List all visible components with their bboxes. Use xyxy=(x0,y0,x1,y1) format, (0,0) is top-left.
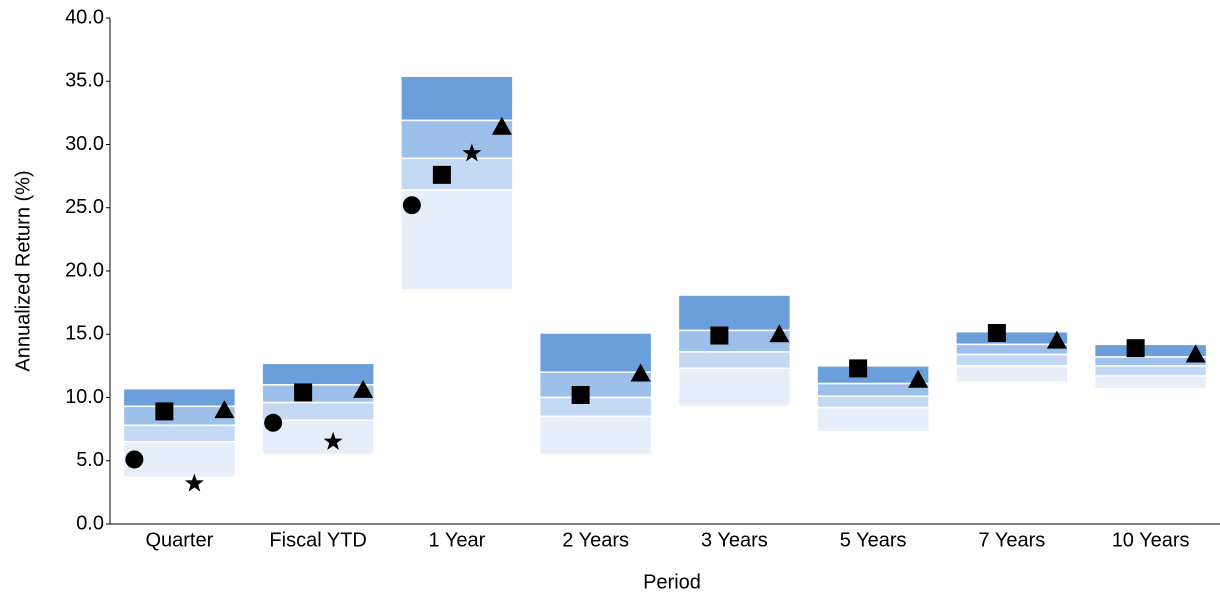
range-band xyxy=(677,367,792,408)
x-tick-label: 3 Years xyxy=(701,529,768,551)
x-tick-label: 5 Years xyxy=(840,529,907,551)
range-band xyxy=(955,365,1069,384)
range-band xyxy=(816,395,930,409)
range-band xyxy=(816,406,930,433)
y-tick-label: 25.0 xyxy=(65,196,104,218)
range-band xyxy=(1093,375,1208,390)
marker-star xyxy=(462,143,482,162)
x-tick-label: 10 Years xyxy=(1112,529,1190,551)
x-tick-label: Quarter xyxy=(145,529,213,551)
x-tick-label: 7 Years xyxy=(979,529,1046,551)
x-tick-label: 2 Years xyxy=(562,529,629,551)
marker-square xyxy=(571,385,590,404)
range-band xyxy=(400,119,514,160)
range-band xyxy=(400,75,514,122)
marker-triangle xyxy=(353,379,374,398)
range-band xyxy=(538,415,653,456)
range-band xyxy=(955,353,1069,367)
marker-square xyxy=(987,323,1006,342)
range-band xyxy=(677,294,792,332)
marker-square xyxy=(294,383,313,402)
marker-star xyxy=(323,431,343,450)
marker-triangle xyxy=(769,324,790,343)
marker-circle xyxy=(125,450,144,469)
y-tick-label: 40.0 xyxy=(65,6,104,28)
marker-star xyxy=(184,473,204,492)
range-band xyxy=(261,419,375,456)
y-tick-label: 30.0 xyxy=(65,133,104,155)
marker-square xyxy=(432,165,451,184)
y-tick-label: 10.0 xyxy=(65,386,104,408)
x-tick-label: 1 Year xyxy=(429,529,486,551)
x-axis-label: Period xyxy=(643,571,701,593)
range-band xyxy=(677,351,792,370)
range-band xyxy=(122,387,237,408)
marker-triangle xyxy=(491,116,512,135)
marker-triangle xyxy=(1185,344,1206,363)
marker-circle xyxy=(264,413,283,432)
y-tick-label: 15.0 xyxy=(65,323,104,345)
marker-square xyxy=(849,359,868,378)
range-band xyxy=(538,396,653,418)
y-tick-label: 35.0 xyxy=(65,70,104,92)
range-band xyxy=(400,157,514,191)
y-axis-label: Annualized Return (%) xyxy=(12,170,34,371)
x-tick-label: Fiscal YTD xyxy=(269,529,366,551)
range-band xyxy=(538,332,653,373)
marker-circle xyxy=(402,196,421,215)
range-band xyxy=(1093,365,1208,377)
marker-triangle xyxy=(630,363,651,382)
range-band xyxy=(261,362,375,386)
marker-triangle xyxy=(1046,330,1067,349)
marker-square xyxy=(710,326,729,345)
range-band xyxy=(538,371,653,399)
marker-triangle xyxy=(214,400,235,419)
y-tick-label: 5.0 xyxy=(76,449,104,471)
range-band xyxy=(122,424,237,443)
y-tick-label: 20.0 xyxy=(65,259,104,281)
marker-square xyxy=(155,402,174,421)
marker-square xyxy=(1126,339,1145,358)
y-tick-label: 0.0 xyxy=(76,512,104,534)
marker-triangle xyxy=(908,369,929,388)
